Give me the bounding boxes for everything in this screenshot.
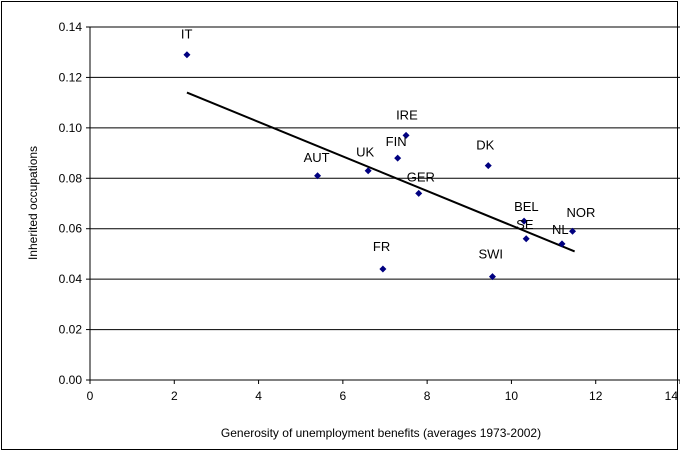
- data-point: [379, 265, 387, 273]
- y-tick-label: 0.12: [59, 70, 83, 84]
- gridlines: [90, 26, 680, 331]
- trendline: [186, 91, 576, 253]
- data-point: [394, 154, 402, 162]
- data-point: [183, 51, 191, 59]
- data-point: [569, 227, 577, 235]
- data-point: [484, 162, 492, 170]
- x-tick-label: 2: [171, 389, 178, 403]
- x-tick-label: 14: [665, 389, 679, 403]
- x-tick-label: 4: [255, 389, 262, 403]
- x-tick-label: 10: [505, 389, 519, 403]
- y-tick-label: 0.08: [59, 171, 83, 185]
- data-point: [402, 131, 410, 139]
- y-tick-label: 0.06: [59, 222, 83, 236]
- y-tick-labels: 0.00 0.02 0.04 0.06 0.08 0.10 0.12 0.14: [59, 20, 83, 387]
- point-label: DK: [476, 138, 494, 153]
- data-point: [522, 235, 530, 243]
- x-tick-labels: 0 2 4 6 8 10 12 14: [87, 389, 679, 403]
- point-label: NOR: [567, 205, 596, 220]
- y-tick-label: 0.14: [59, 20, 83, 34]
- point-labels: IT AUT UK FR FIN IRE GER DK SWI BEL SE NL NOR: [181, 27, 595, 262]
- y-tick-label: 0.04: [59, 272, 83, 286]
- y-tick-label: 0.02: [59, 323, 83, 337]
- x-tick-label: 12: [589, 389, 603, 403]
- data-point: [520, 217, 528, 225]
- point-label: FIN: [386, 134, 407, 149]
- data-point: [314, 172, 322, 180]
- point-label: AUT: [304, 150, 330, 165]
- x-tick-label: 0: [87, 389, 94, 403]
- point-label: SE: [516, 217, 534, 232]
- point-label: GER: [407, 169, 435, 184]
- point-label: IRE: [396, 107, 418, 122]
- x-axis-title: Generosity of unemployment benefits (ave…: [221, 426, 541, 440]
- point-label: UK: [356, 145, 374, 160]
- data-point: [415, 189, 423, 197]
- x-tick-label: 8: [424, 389, 431, 403]
- data-point: [558, 240, 566, 248]
- point-label: NL: [552, 222, 569, 237]
- point-label: IT: [181, 27, 193, 42]
- point-label: BEL: [514, 199, 539, 214]
- point-label: SWI: [478, 247, 503, 262]
- x-tick-label: 6: [340, 389, 347, 403]
- y-axis-title: Inherited occupations: [26, 146, 40, 260]
- point-label: FR: [373, 239, 390, 254]
- y-tick-label: 0.00: [59, 373, 83, 387]
- data-point: [364, 167, 372, 175]
- data-points: [183, 51, 577, 281]
- axes: [86, 26, 680, 384]
- data-point: [488, 273, 496, 281]
- y-tick-label: 0.10: [59, 121, 83, 135]
